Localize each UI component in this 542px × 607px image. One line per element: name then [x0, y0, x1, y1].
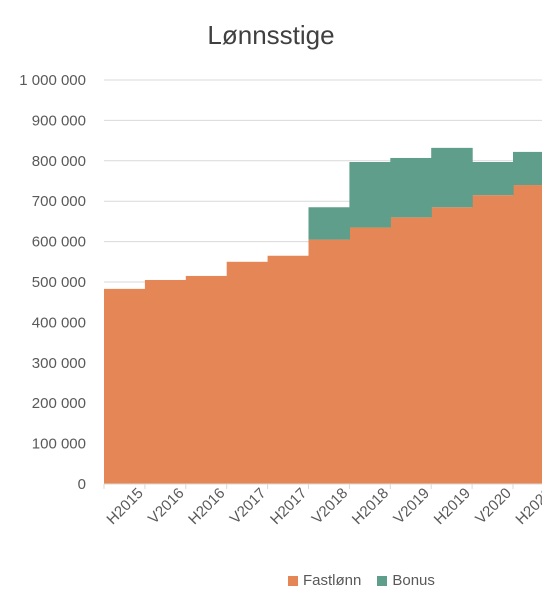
area-segment-1 — [349, 162, 391, 228]
area-segment-0 — [104, 288, 146, 484]
legend-label-bonus: Bonus — [392, 572, 435, 589]
y-tick-label: 600 000 — [32, 234, 86, 251]
x-tick-label: V2016 — [145, 485, 188, 528]
area-segment-1 — [390, 157, 432, 218]
area-segment-0 — [226, 261, 269, 484]
area-segment-1 — [513, 151, 542, 186]
y-tick-label: 700 000 — [32, 193, 86, 210]
x-tick-label: V2017 — [227, 485, 270, 528]
x-tick-label: V2019 — [390, 485, 433, 528]
area-segment-0 — [144, 279, 187, 484]
x-tick-label: H2015 — [103, 485, 146, 528]
legend-swatch-bonus — [377, 575, 388, 586]
y-tick-label: 400 000 — [32, 314, 86, 331]
area-segment-0 — [185, 275, 228, 484]
chart-title: Lønnsstige — [207, 20, 335, 50]
y-tick-label: 200 000 — [32, 395, 86, 412]
area-segment-1 — [308, 207, 350, 240]
area-segment-0 — [267, 255, 310, 484]
x-tick-label: H2020 — [512, 485, 542, 528]
area-segment-1 — [431, 147, 473, 208]
area-segment-0 — [431, 207, 473, 484]
y-tick-label: 800 000 — [32, 153, 86, 170]
area-segment-0 — [349, 227, 391, 484]
x-tick-label: H2017 — [267, 485, 310, 528]
area-segment-0 — [308, 239, 350, 484]
legend-swatch-fastlonn — [288, 575, 298, 586]
x-tick-label: V2018 — [309, 485, 352, 528]
legend-item-fastlonn: Fastlønn — [288, 572, 361, 589]
y-tick-label: 1 000 000 — [19, 72, 86, 89]
y-tick-label: 100 000 — [32, 436, 86, 453]
legend-label-fastlonn: Fastlønn — [303, 572, 362, 589]
x-tick-label: H2019 — [431, 485, 474, 528]
x-tick-label: H2016 — [185, 485, 228, 528]
legend-item-bonus: Bonus — [377, 572, 435, 589]
area-segment-0 — [472, 195, 514, 484]
area-segment-0 — [390, 217, 432, 485]
area-segment-0 — [513, 185, 542, 485]
x-tick-label: V2020 — [472, 485, 515, 528]
y-tick-label: 500 000 — [32, 274, 86, 291]
plot-area — [104, 147, 542, 485]
x-tick-label: H2018 — [349, 485, 392, 528]
y-tick-label: 900 000 — [32, 112, 86, 129]
y-tick-label: 300 000 — [32, 355, 86, 372]
area-segment-1 — [472, 162, 514, 196]
legend: Fastlønn Bonus — [288, 572, 451, 589]
y-tick-label: 0 — [78, 476, 86, 493]
